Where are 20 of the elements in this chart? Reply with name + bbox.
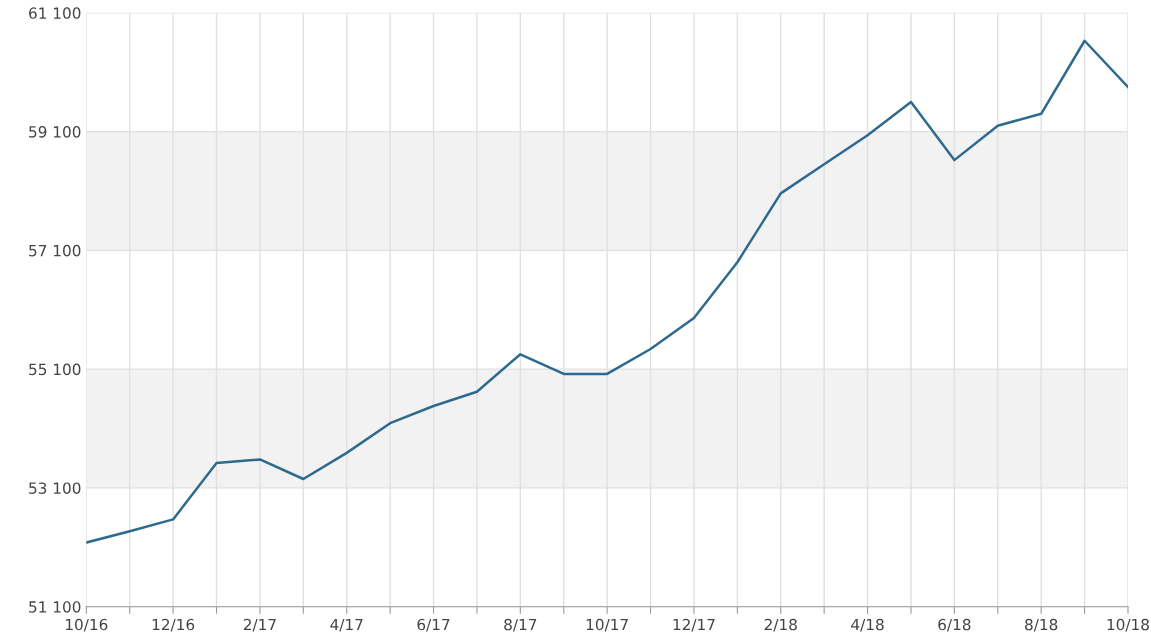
x-tick-label: 2/17	[243, 618, 276, 632]
y-tick-label: 53 100	[29, 482, 81, 494]
x-tick-label: 6/18	[938, 618, 971, 632]
x-tick-label: 8/17	[504, 618, 537, 632]
x-tick-label: 10/18	[1107, 618, 1149, 632]
line-series	[86, 39, 1128, 544]
x-tick-label: 10/16	[65, 618, 108, 632]
x-tick-label: 2/18	[764, 618, 797, 632]
x-tick-label: 12/16	[152, 618, 195, 632]
x-tick-label: 12/17	[673, 618, 715, 632]
y-tick-label: 57 100	[29, 244, 81, 257]
x-tick-label: 4/17	[330, 618, 363, 632]
x-tick-label: 8/18	[1025, 618, 1058, 632]
y-tick-label: 51 100	[29, 601, 81, 613]
y-tick-label: 55 100	[29, 363, 81, 376]
x-tick-label: 6/17	[417, 618, 450, 632]
x-tick-label: 10/17	[586, 618, 628, 632]
y-tick-label: 61 100	[29, 7, 81, 19]
x-tick-label: 4/18	[851, 618, 884, 632]
y-tick-label: 59 100	[29, 126, 81, 138]
